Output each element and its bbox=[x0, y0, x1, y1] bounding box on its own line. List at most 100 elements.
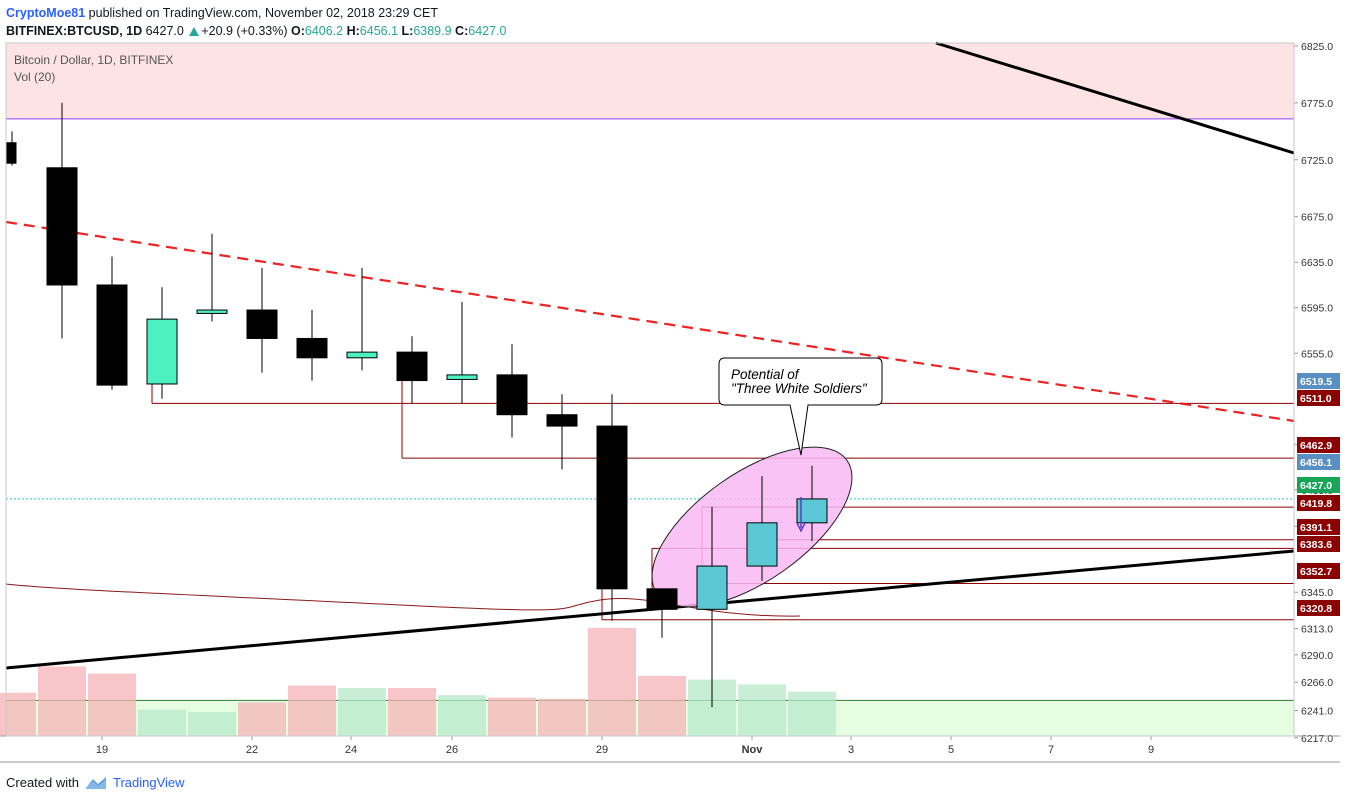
close-value: 6427.0 bbox=[468, 24, 507, 38]
price-tick-label: 6635.0 bbox=[1301, 257, 1333, 269]
publish-row: CryptoMoe81 published on TradingView.com… bbox=[6, 4, 506, 22]
price-tick-label: 6725.0 bbox=[1301, 155, 1333, 167]
up-arrow-icon bbox=[189, 27, 200, 36]
price-label-bg bbox=[1297, 477, 1340, 493]
price-tick-label: 6675.0 bbox=[1301, 212, 1333, 224]
chart-legend: Bitcoin / Dollar, 1D, BITFINEX Vol (20) bbox=[14, 52, 173, 86]
low-value: 6389.9 bbox=[413, 24, 452, 38]
price-label: 6456.1 bbox=[1300, 457, 1332, 469]
candle bbox=[446, 302, 478, 404]
volume-bar bbox=[588, 628, 636, 736]
open-label: O: bbox=[290, 24, 305, 38]
price-label: 6427.0 bbox=[1300, 480, 1332, 492]
price-label: 6511.0 bbox=[1300, 393, 1332, 405]
volume-bar bbox=[788, 691, 836, 736]
bear-candle bbox=[296, 337, 328, 359]
upper-trendline bbox=[935, 41, 1295, 155]
bull-candle bbox=[696, 565, 728, 610]
volume-bar bbox=[138, 709, 186, 736]
price-label: 6352.7 bbox=[1300, 566, 1332, 578]
bear-candle bbox=[246, 309, 278, 339]
price-label-bg bbox=[1297, 563, 1340, 579]
bull-candle bbox=[196, 309, 228, 314]
price-label-bg bbox=[1297, 519, 1340, 535]
candle bbox=[146, 287, 178, 399]
high-label: H: bbox=[346, 24, 360, 38]
bull-candle bbox=[146, 318, 178, 385]
price-tick-label: 6241.0 bbox=[1301, 706, 1333, 718]
quote-row: BITFINEX:BTCUSD, 1D 6427.0 +20.9 (+0.33%… bbox=[6, 22, 506, 40]
bear-candle bbox=[5, 142, 17, 164]
price-tick-label: 6313.0 bbox=[1301, 624, 1333, 636]
close-label: C: bbox=[455, 24, 469, 38]
candle bbox=[596, 394, 628, 621]
time-tick-label: 7 bbox=[1048, 744, 1054, 756]
volume-bar bbox=[238, 702, 286, 736]
candle bbox=[5, 131, 17, 166]
candle bbox=[496, 344, 528, 438]
volume-bar bbox=[638, 676, 686, 736]
candles-layer bbox=[5, 102, 828, 708]
low-label: L: bbox=[401, 24, 414, 38]
price-label: 6383.6 bbox=[1300, 539, 1332, 551]
resistance-zone bbox=[6, 43, 1294, 119]
published-text: published on TradingView.com, November 0… bbox=[88, 6, 438, 20]
annotation-callout: Potential of"Three White Soldiers" bbox=[718, 357, 883, 456]
volume-layer bbox=[0, 628, 836, 736]
time-tick-label: 22 bbox=[246, 744, 258, 756]
price-label: 6519.5 bbox=[1300, 376, 1332, 388]
tradingview-logo-icon bbox=[85, 776, 106, 789]
time-tick-label: 19 bbox=[96, 744, 108, 756]
dashed-trendline bbox=[5, 220, 1295, 423]
legend-volume: Vol (20) bbox=[14, 70, 56, 84]
arrow-head-icon bbox=[796, 522, 806, 533]
author-link[interactable]: CryptoMoe81 bbox=[6, 6, 86, 20]
time-tick-label: 9 bbox=[1148, 744, 1154, 756]
annotation-line-1: Potential of bbox=[731, 367, 800, 382]
bear-candle bbox=[546, 414, 578, 427]
annotation-line-2: "Three White Soldiers" bbox=[731, 381, 868, 396]
bear-candle bbox=[396, 351, 428, 382]
last-price: 6427.0 bbox=[145, 24, 184, 38]
plot-frame bbox=[5, 42, 1295, 737]
footer: Created with TradingView bbox=[6, 775, 185, 790]
chart-header: CryptoMoe81 published on TradingView.com… bbox=[6, 4, 506, 40]
bull-candle bbox=[346, 351, 378, 359]
price-tick-label: 6775.0 bbox=[1301, 98, 1333, 110]
candle bbox=[546, 394, 578, 470]
tradingview-brand: TradingView bbox=[112, 775, 185, 790]
bear-candle bbox=[46, 167, 78, 286]
high-value: 6456.1 bbox=[359, 24, 399, 38]
bear-candle bbox=[96, 284, 128, 386]
tradingview-link[interactable]: TradingView bbox=[85, 775, 185, 790]
volume-bar bbox=[188, 712, 236, 736]
time-tick-label: Nov bbox=[742, 744, 764, 756]
price-label-bg bbox=[1297, 536, 1340, 552]
callout-bubble bbox=[718, 357, 883, 456]
price-tick-label: 6825.0 bbox=[1301, 41, 1333, 53]
volume-bar bbox=[438, 695, 486, 736]
price-tick-label: 6595.0 bbox=[1301, 303, 1333, 315]
candle bbox=[46, 102, 78, 339]
price-label-bg bbox=[1297, 373, 1340, 389]
bull-candle bbox=[746, 522, 778, 567]
volume-bar bbox=[738, 684, 786, 736]
candle bbox=[96, 256, 128, 390]
price-label: 6419.8 bbox=[1300, 498, 1332, 510]
bear-candle bbox=[596, 425, 628, 590]
time-tick-label: 29 bbox=[596, 744, 608, 756]
price-label-bg bbox=[1297, 600, 1340, 616]
candle bbox=[796, 465, 828, 542]
symbol-label: BITFINEX:BTCUSD, 1D bbox=[6, 24, 143, 38]
candle bbox=[296, 310, 328, 381]
candle bbox=[246, 267, 278, 373]
price-axis-bg bbox=[1294, 43, 1340, 736]
volume-bar bbox=[338, 688, 386, 736]
bear-candle bbox=[496, 374, 528, 416]
volume-bar bbox=[38, 666, 86, 736]
time-tick-label: 3 bbox=[848, 744, 854, 756]
candle bbox=[196, 233, 228, 322]
price-label: 6462.9 bbox=[1300, 440, 1332, 452]
candle bbox=[746, 476, 778, 581]
